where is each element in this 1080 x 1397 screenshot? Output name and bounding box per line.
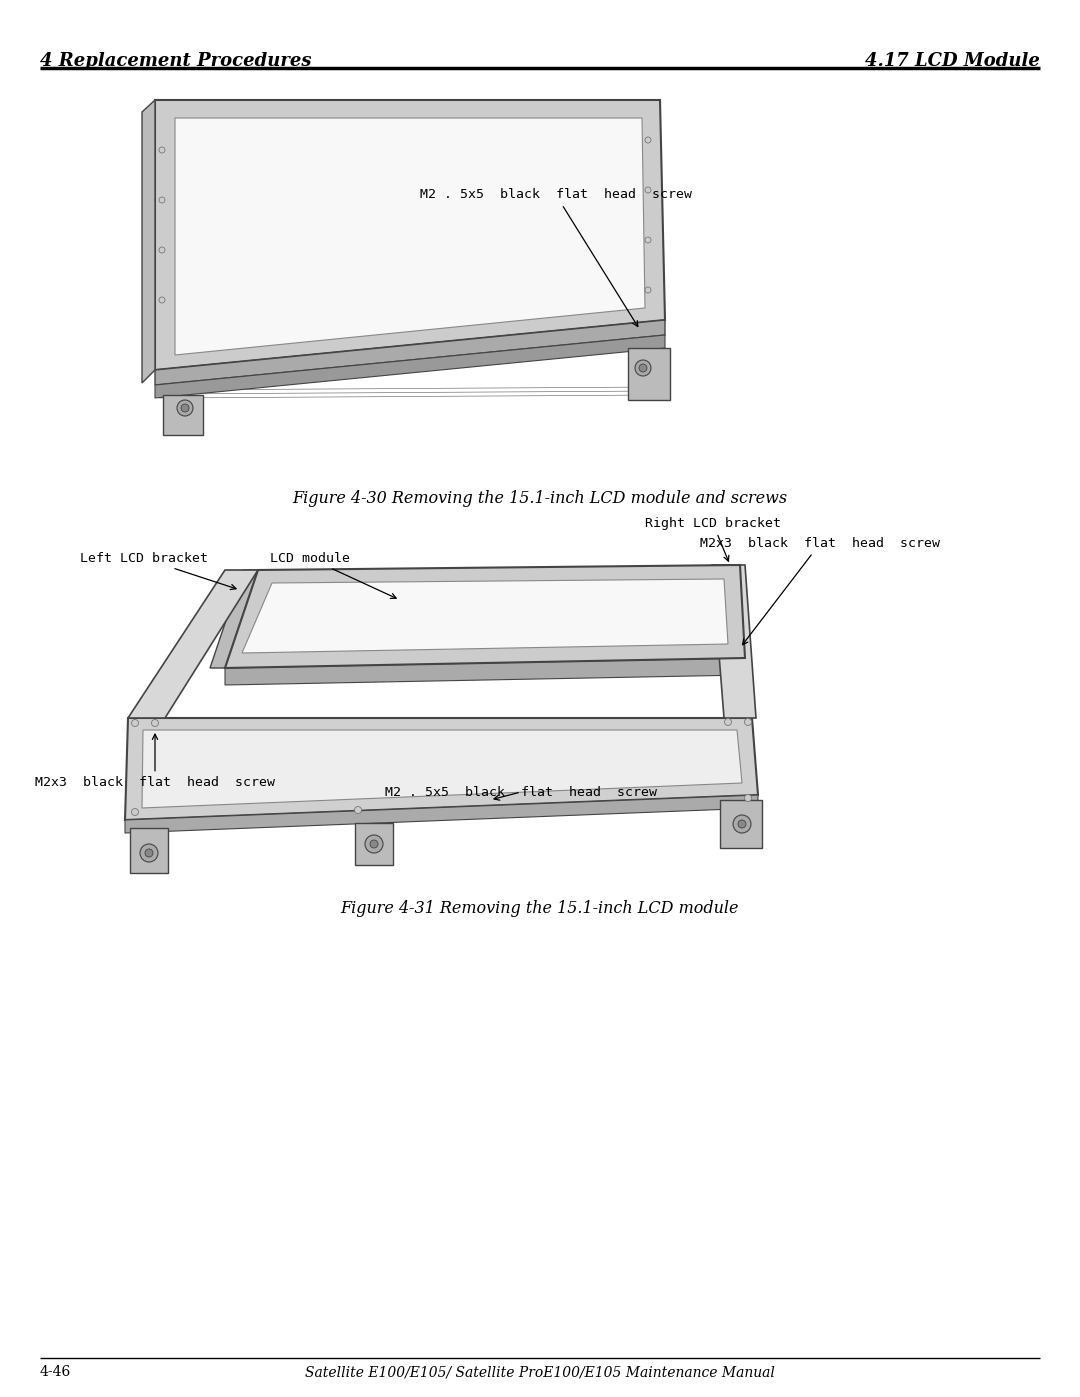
Polygon shape — [130, 828, 168, 873]
Text: 4 Replacement Procedures: 4 Replacement Procedures — [40, 52, 311, 70]
Circle shape — [738, 820, 746, 828]
Text: M2 . 5x5  black  flat  head  screw: M2 . 5x5 black flat head screw — [420, 189, 692, 327]
Text: 4.17 LCD Module: 4.17 LCD Module — [865, 52, 1040, 70]
Polygon shape — [156, 335, 665, 398]
Text: Left LCD bracket: Left LCD bracket — [80, 552, 237, 590]
Circle shape — [159, 247, 165, 253]
Text: M2 . 5x5  black  flat  head  screw: M2 . 5x5 black flat head screw — [384, 785, 657, 800]
Polygon shape — [156, 101, 665, 370]
Polygon shape — [163, 395, 203, 434]
Circle shape — [744, 718, 752, 725]
Polygon shape — [355, 823, 393, 865]
Circle shape — [733, 814, 751, 833]
Polygon shape — [125, 795, 758, 833]
Polygon shape — [225, 564, 745, 668]
Circle shape — [370, 840, 378, 848]
Text: 4-46: 4-46 — [40, 1365, 71, 1379]
Text: Figure 4-30 Removing the 15.1-inch LCD module and screws: Figure 4-30 Removing the 15.1-inch LCD m… — [293, 490, 787, 507]
Polygon shape — [175, 117, 645, 355]
Text: M2x3  black  flat  head  screw: M2x3 black flat head screw — [700, 536, 940, 644]
Text: M2x3  black  flat  head  screw: M2x3 black flat head screw — [35, 735, 275, 789]
Polygon shape — [242, 578, 728, 652]
Circle shape — [645, 137, 651, 142]
Text: Figure 4-31 Removing the 15.1-inch LCD module: Figure 4-31 Removing the 15.1-inch LCD m… — [341, 900, 739, 916]
Circle shape — [725, 718, 731, 725]
Circle shape — [159, 197, 165, 203]
Polygon shape — [129, 570, 258, 718]
Circle shape — [145, 849, 153, 856]
Polygon shape — [141, 101, 156, 383]
Circle shape — [645, 237, 651, 243]
Polygon shape — [141, 731, 742, 807]
Circle shape — [159, 298, 165, 303]
Circle shape — [132, 719, 138, 726]
Text: LCD module: LCD module — [270, 552, 396, 598]
Polygon shape — [225, 658, 745, 685]
Circle shape — [365, 835, 383, 854]
Circle shape — [132, 809, 138, 816]
Circle shape — [639, 365, 647, 372]
Text: Satellite E100/E105/ Satellite ProE100/E105 Maintenance Manual: Satellite E100/E105/ Satellite ProE100/E… — [305, 1365, 775, 1379]
Circle shape — [181, 404, 189, 412]
Circle shape — [140, 844, 158, 862]
Polygon shape — [627, 348, 670, 400]
Circle shape — [159, 147, 165, 154]
Circle shape — [354, 806, 362, 813]
Circle shape — [151, 719, 159, 726]
Polygon shape — [210, 570, 258, 668]
Polygon shape — [720, 800, 762, 848]
Circle shape — [645, 286, 651, 293]
Circle shape — [177, 400, 193, 416]
Circle shape — [635, 360, 651, 376]
Text: Right LCD bracket: Right LCD bracket — [645, 517, 781, 562]
Circle shape — [645, 187, 651, 193]
Polygon shape — [125, 718, 758, 820]
Polygon shape — [712, 564, 756, 718]
Circle shape — [744, 795, 752, 802]
Polygon shape — [156, 320, 665, 386]
